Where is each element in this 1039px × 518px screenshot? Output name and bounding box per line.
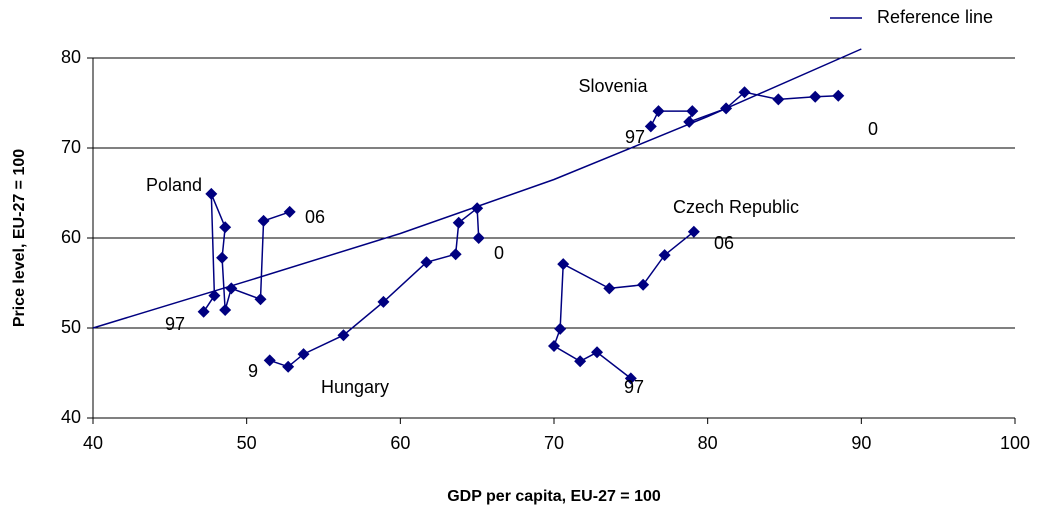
annotation: 0 bbox=[868, 119, 878, 139]
point bbox=[738, 86, 751, 99]
series-line bbox=[92, 48, 862, 329]
point bbox=[652, 105, 665, 118]
point bbox=[452, 216, 465, 229]
point bbox=[548, 340, 560, 352]
annotation: 97 bbox=[624, 377, 644, 397]
point bbox=[624, 372, 637, 385]
x-tick-label: 40 bbox=[83, 433, 103, 453]
annotation: 0 bbox=[494, 243, 504, 263]
annotation: 06 bbox=[714, 233, 734, 253]
y-axis-title: Price level, EU-27 = 100 bbox=[11, 149, 28, 327]
series-label: Czech Republic bbox=[673, 197, 799, 217]
point bbox=[297, 348, 310, 361]
point bbox=[554, 322, 567, 335]
x-tick-label: 50 bbox=[237, 433, 257, 453]
point bbox=[472, 232, 485, 244]
annotation: 06 bbox=[305, 207, 325, 227]
x-tick-label: 70 bbox=[544, 433, 564, 453]
annotation: 9 bbox=[248, 361, 258, 381]
legend-label: Reference line bbox=[877, 7, 993, 27]
point bbox=[420, 256, 433, 269]
y-tick-label: 60 bbox=[61, 227, 81, 247]
point bbox=[219, 304, 232, 316]
x-tick-label: 80 bbox=[698, 433, 718, 453]
series-line bbox=[553, 231, 695, 379]
series-line bbox=[269, 206, 480, 368]
point bbox=[591, 346, 604, 359]
point bbox=[772, 93, 785, 106]
point bbox=[283, 205, 296, 218]
point bbox=[254, 293, 267, 306]
series-label: Poland bbox=[146, 175, 202, 195]
point bbox=[282, 360, 295, 373]
series-label: Hungary bbox=[321, 377, 389, 397]
annotation: 97 bbox=[165, 314, 185, 334]
point bbox=[219, 221, 232, 234]
point bbox=[557, 258, 570, 271]
point bbox=[216, 251, 229, 264]
point bbox=[337, 329, 350, 342]
point bbox=[205, 187, 218, 200]
point bbox=[637, 278, 650, 291]
y-tick-label: 50 bbox=[61, 317, 81, 337]
point bbox=[377, 295, 390, 308]
point bbox=[197, 305, 210, 318]
y-tick-label: 70 bbox=[61, 137, 81, 157]
x-tick-label: 60 bbox=[390, 433, 410, 453]
point bbox=[686, 105, 699, 118]
series-line bbox=[203, 193, 290, 313]
point bbox=[263, 354, 276, 367]
point bbox=[658, 249, 671, 262]
point bbox=[449, 248, 462, 261]
point bbox=[603, 282, 616, 295]
point bbox=[809, 90, 822, 103]
x-axis-title: GDP per capita, EU-27 = 100 bbox=[447, 488, 661, 505]
x-tick-label: 100 bbox=[1000, 433, 1030, 453]
point bbox=[257, 214, 270, 227]
series-label: Slovenia bbox=[578, 76, 648, 96]
point bbox=[574, 355, 587, 368]
x-tick-label: 90 bbox=[851, 433, 871, 453]
point bbox=[687, 225, 700, 238]
point bbox=[644, 120, 657, 133]
y-tick-label: 40 bbox=[61, 407, 81, 427]
annotation: 97 bbox=[625, 127, 645, 147]
y-tick-label: 80 bbox=[61, 47, 81, 67]
point bbox=[832, 89, 845, 102]
